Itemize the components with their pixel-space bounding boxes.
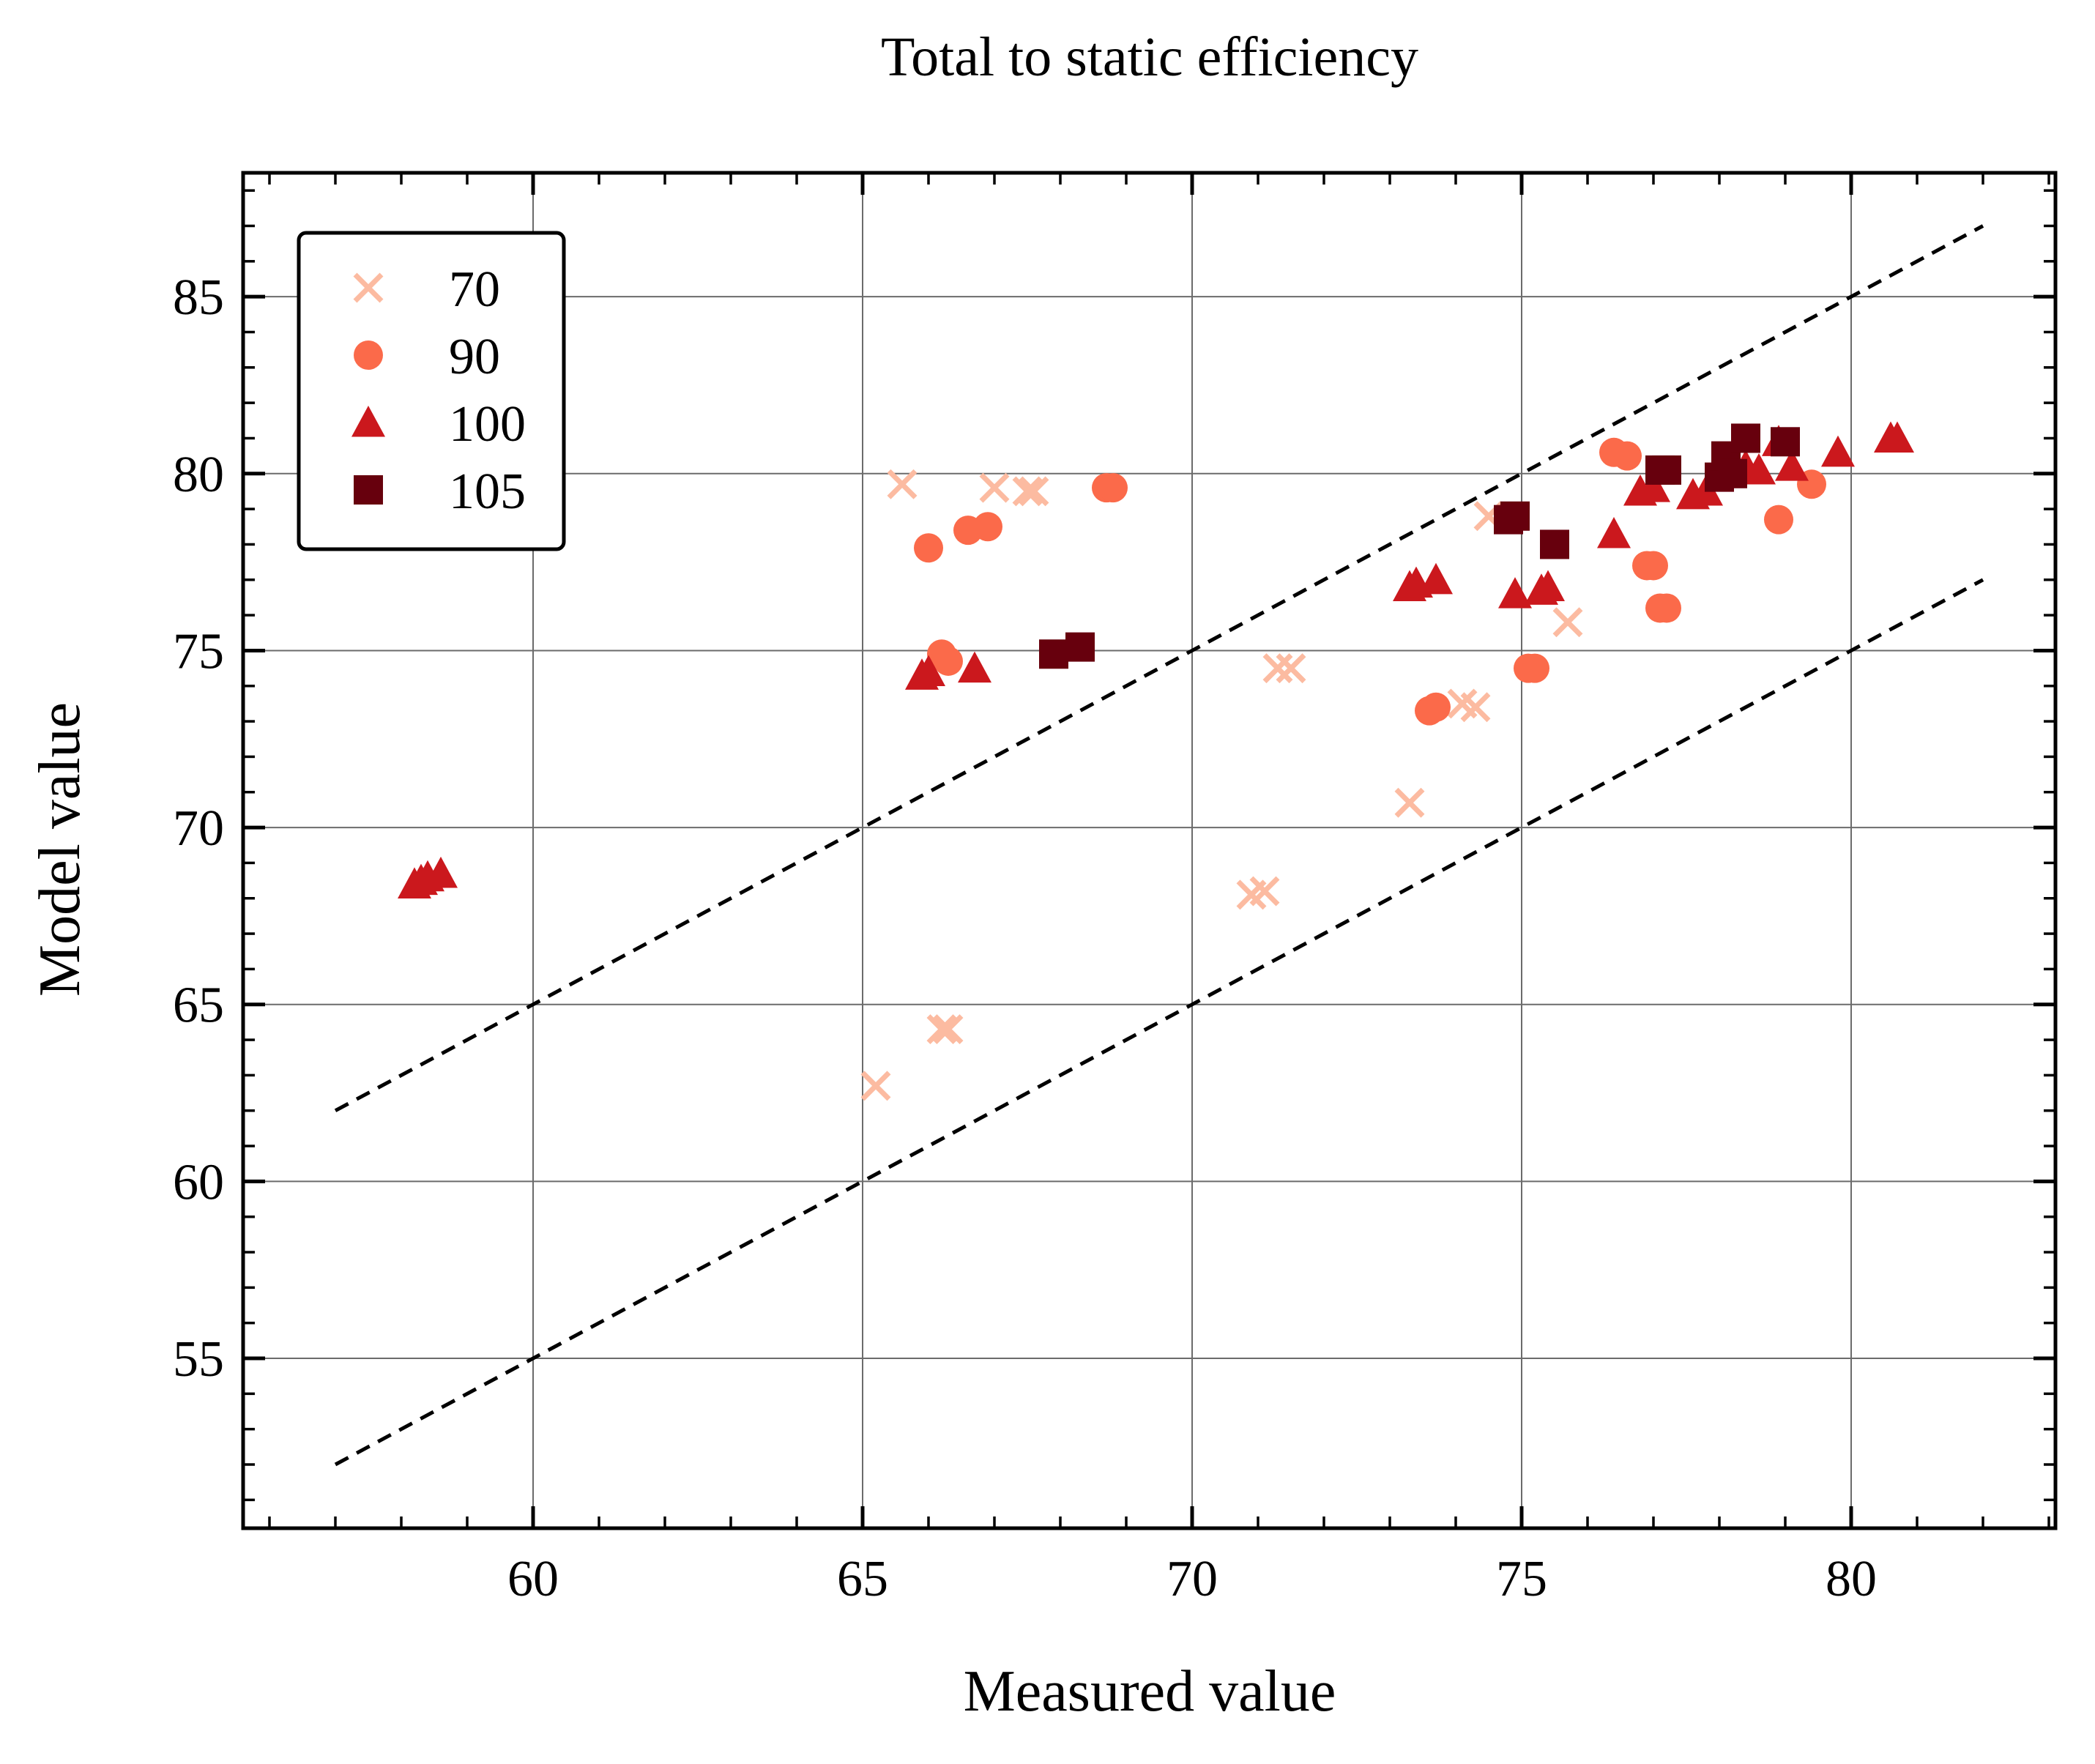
data-point-105 xyxy=(1500,501,1530,531)
data-point-90 xyxy=(914,533,943,563)
reference-line-2 xyxy=(334,578,1984,1467)
data-point-90 xyxy=(1639,551,1668,581)
data-point-90 xyxy=(1421,692,1451,722)
data-point-90 xyxy=(1764,505,1793,535)
data-point-100 xyxy=(958,651,991,683)
legend-marker-90 xyxy=(354,340,383,370)
data-point-105 xyxy=(1540,529,1569,559)
y-tick-label: 85 xyxy=(173,269,224,326)
data-point-100 xyxy=(1531,570,1565,601)
plot-frame xyxy=(241,171,2058,1530)
legend-entry-105: 105 xyxy=(354,464,526,520)
y-tick-label: 55 xyxy=(173,1331,224,1388)
data-point-100 xyxy=(424,856,458,888)
y-tick-label: 70 xyxy=(173,800,224,857)
data-point-90 xyxy=(1612,441,1642,471)
y-axis-label: Model value xyxy=(28,702,92,997)
data-point-100 xyxy=(1419,562,1453,595)
x-tick-label: 70 xyxy=(1166,1551,1218,1607)
data-point-70 xyxy=(1249,876,1280,907)
x-tick-label: 75 xyxy=(1496,1551,1547,1607)
data-point-90 xyxy=(1652,593,1681,623)
data-point-70 xyxy=(887,469,918,499)
data-point-105 xyxy=(1652,455,1681,485)
data-point-70 xyxy=(1394,787,1425,818)
legend-label-90: 90 xyxy=(449,329,500,385)
reference-line-1 xyxy=(334,224,1984,1112)
data-point-100 xyxy=(1597,516,1631,548)
legend-entry-70: 70 xyxy=(353,261,500,318)
data-point-70 xyxy=(1552,607,1583,638)
x-tick-label: 65 xyxy=(837,1551,888,1607)
data-point-70 xyxy=(1019,476,1049,507)
legend: 70 90 100 105 xyxy=(297,231,566,551)
data-point-70 xyxy=(1262,653,1293,684)
data-point-70 xyxy=(979,472,1010,503)
chart-title: Total to static efficiency xyxy=(881,26,1418,88)
x-axis-label: Measured value xyxy=(964,1659,1336,1724)
data-point-70 xyxy=(926,1014,957,1045)
reference-lines xyxy=(334,224,1984,1467)
data-point-70 xyxy=(1012,476,1043,507)
data-point-100 xyxy=(1821,435,1855,467)
legend-label-70: 70 xyxy=(449,261,500,318)
data-point-70 xyxy=(933,1014,964,1045)
x-tick-label: 80 xyxy=(1826,1551,1877,1607)
data-point-100 xyxy=(912,655,945,686)
data-point-105 xyxy=(1065,632,1095,662)
data-point-100 xyxy=(1742,453,1776,485)
y-tick-label: 75 xyxy=(173,623,224,680)
data-point-105 xyxy=(1718,458,1747,488)
legend-marker-100 xyxy=(351,406,385,437)
legend-marker-105 xyxy=(354,475,383,505)
data-point-100 xyxy=(1637,471,1670,502)
data-point-90 xyxy=(1520,653,1549,683)
legend-label-100: 100 xyxy=(449,396,526,453)
legend-label-105: 105 xyxy=(449,464,526,520)
data-point-90 xyxy=(934,646,963,676)
tick-labels: 60 65 70 75 80 55 60 65 70 75 80 85 xyxy=(173,269,1877,1607)
axes-frame xyxy=(241,171,2058,1530)
legend-entry-90: 90 xyxy=(354,329,500,385)
data-point-70 xyxy=(1460,692,1491,723)
data-point-105 xyxy=(1771,427,1800,457)
data-point-70 xyxy=(1276,653,1306,684)
y-tick-label: 80 xyxy=(173,447,224,503)
data-point-70 xyxy=(860,1071,891,1101)
data-point-90 xyxy=(1098,473,1128,503)
y-tick-label: 65 xyxy=(173,978,224,1034)
legend-box xyxy=(297,231,566,551)
legend-entry-100: 100 xyxy=(351,396,526,453)
x-tick-label: 60 xyxy=(507,1551,559,1607)
data-points xyxy=(398,421,1914,1101)
legend-marker-70 xyxy=(353,272,384,303)
data-point-90 xyxy=(973,512,1002,542)
data-point-100 xyxy=(1775,450,1809,481)
data-point-100 xyxy=(1498,577,1532,609)
data-point-105 xyxy=(1731,423,1760,453)
axis-ticks xyxy=(243,173,2055,1528)
y-tick-label: 60 xyxy=(173,1154,224,1210)
data-point-105 xyxy=(1039,639,1068,669)
data-point-100 xyxy=(1880,421,1914,453)
